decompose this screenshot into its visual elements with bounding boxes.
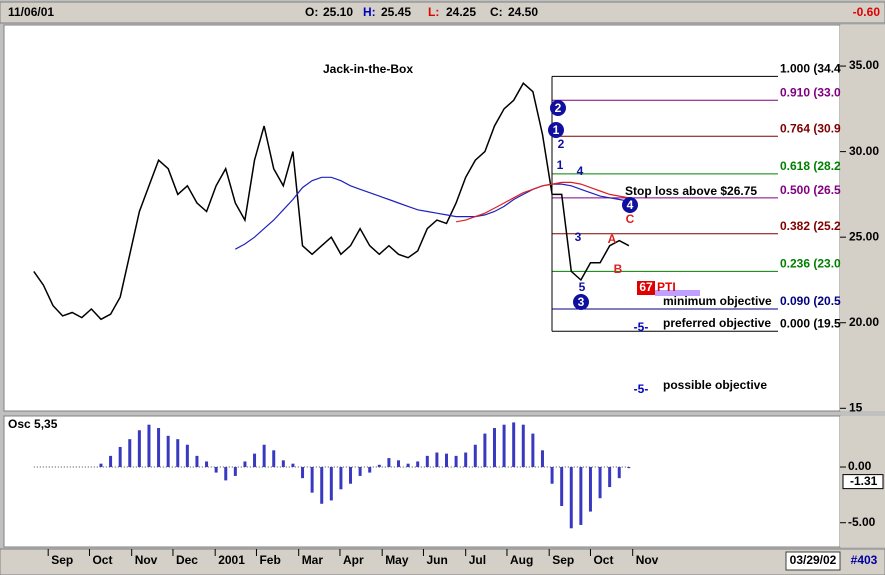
pti-bar <box>655 290 700 296</box>
annotation: Stop loss above $26.75 <box>625 184 757 198</box>
x-tick-label: Mar <box>302 553 324 567</box>
fib-label: 0.236 (23.0 <box>780 257 841 271</box>
header-label: H: <box>363 5 376 19</box>
x-tick-label: Aug <box>510 553 533 567</box>
header-label: L: <box>428 5 439 19</box>
moving-average <box>455 181 630 223</box>
header-value: 24.50 <box>508 5 538 19</box>
annotation: minimum objective <box>663 294 772 308</box>
fib-label: 0.764 (30.9 <box>780 121 841 135</box>
wave-label: 4 <box>627 198 634 212</box>
wave-label: 5 <box>579 280 586 294</box>
price-panel <box>3 24 841 412</box>
fib-label: 0.500 (26.5 <box>780 183 841 197</box>
annotation: -5- <box>634 382 649 396</box>
fib-label: 0.618 (28.2 <box>780 159 841 173</box>
osc-title: Osc 5,35 <box>8 417 58 431</box>
wave-label: 3 <box>578 295 585 309</box>
y-tick-label: 20.00 <box>849 315 879 329</box>
last-value-label: -1.31 <box>850 474 878 488</box>
x-axis-bar <box>0 548 885 575</box>
annotation: -5- <box>634 320 649 334</box>
x-tick-label: Oct <box>593 553 613 567</box>
footer-date-box <box>785 551 841 571</box>
header-bar <box>0 1 885 24</box>
header-label: C: <box>490 5 503 19</box>
y-tick-label: 30.00 <box>849 144 879 158</box>
x-tick-label: Sep <box>51 553 73 567</box>
annotation: PTI <box>657 280 676 294</box>
header-change: -0.60 <box>853 5 881 19</box>
x-tick-label: May <box>385 553 409 567</box>
annotation: preferred objective <box>663 316 771 330</box>
chart-title: Jack-in-the-Box <box>323 62 413 76</box>
fib-label: 0.090 (20.5 <box>780 294 841 308</box>
wave-label: 4 <box>577 164 584 178</box>
header-value: 25.45 <box>381 5 411 19</box>
header-value: 25.10 <box>323 5 353 19</box>
fib-label: 0.000 (19.5 <box>780 316 841 330</box>
x-tick-label: 2001 <box>218 553 245 567</box>
wave-label: B <box>614 262 623 276</box>
wave-circle <box>548 122 564 138</box>
moving-average <box>235 176 630 250</box>
wave-label: 2 <box>555 101 562 115</box>
x-tick-label: Nov <box>636 553 659 567</box>
fib-label: 0.382 (25.2 <box>780 219 841 233</box>
wave-label: 1 <box>557 158 564 172</box>
header-label: O: <box>305 5 318 19</box>
x-tick-label: Jul <box>469 553 486 567</box>
wave-label: A <box>608 232 617 246</box>
x-tick-label: Dec <box>176 553 198 567</box>
annotation: 67 <box>639 280 653 294</box>
wave-circle <box>550 100 566 116</box>
y-tick-label: 0.00 <box>848 459 872 473</box>
fib-label: 1.000 (34.4 <box>780 62 841 76</box>
x-tick-label: Nov <box>135 553 158 567</box>
wave-label: 1 <box>553 123 560 137</box>
price-line <box>33 82 630 321</box>
y-tick-label: 15 <box>849 400 863 414</box>
wave-label: 2 <box>558 137 565 151</box>
pti-box <box>637 281 655 295</box>
x-tick-label: Oct <box>92 553 112 567</box>
footer-date: 03/29/02 <box>790 553 837 567</box>
wave-circle <box>573 294 589 310</box>
annotation: possible objective <box>663 378 767 392</box>
x-tick-label: Sep <box>552 553 574 567</box>
x-tick-label: Feb <box>259 553 280 567</box>
header-date: 11/06/01 <box>8 5 54 19</box>
osc-panel <box>3 415 841 548</box>
y-tick-label: -5.00 <box>848 515 876 529</box>
y-tick-label: 25.00 <box>849 229 879 243</box>
price-axis-panel <box>840 25 885 411</box>
wave-label: C <box>626 212 635 226</box>
y-tick-label: 35.00 <box>849 58 879 72</box>
wave-label: 3 <box>575 230 582 244</box>
x-tick-label: Jun <box>426 553 447 567</box>
fib-label: 0.910 (33.0 <box>780 85 841 99</box>
header-value: 24.25 <box>446 5 476 19</box>
wave-circle <box>622 197 638 213</box>
x-tick-label: Apr <box>343 553 364 567</box>
footer-id: #403 <box>851 553 878 567</box>
last-value-box <box>842 474 884 490</box>
